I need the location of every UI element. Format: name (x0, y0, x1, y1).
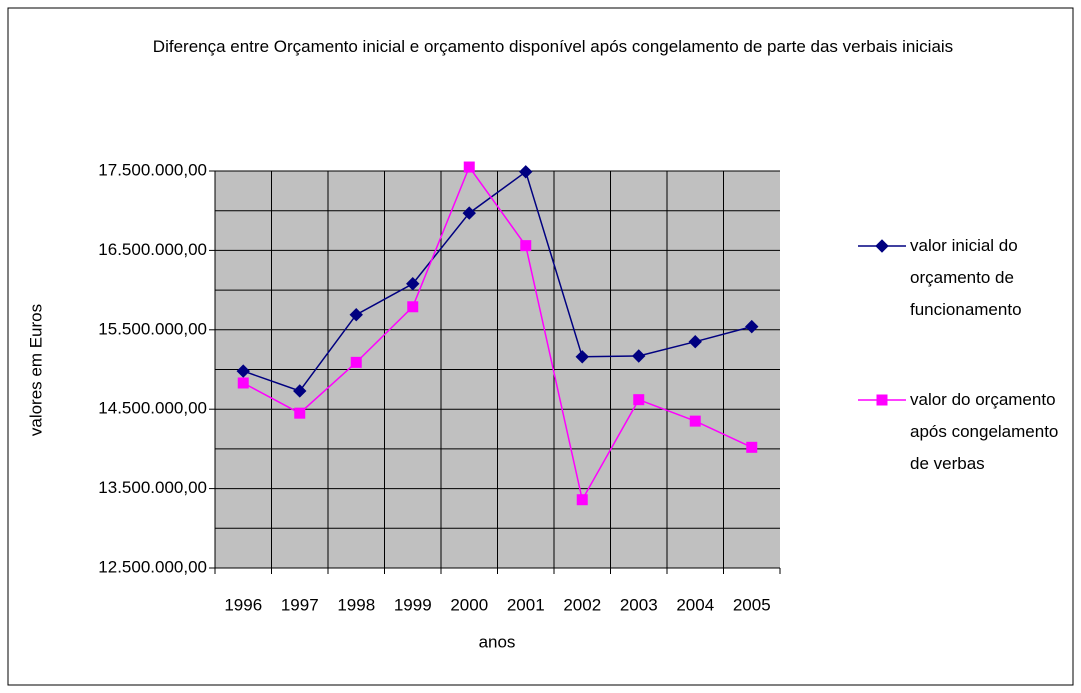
y-tick-label: 14.500.000,00 (98, 399, 207, 418)
data-point (633, 394, 645, 406)
data-point (236, 364, 250, 378)
x-axis-label: anos (479, 632, 516, 651)
data-point (688, 335, 702, 349)
x-tick-label: 1998 (337, 595, 375, 614)
x-tick-label: 1997 (281, 595, 319, 614)
data-point (293, 384, 307, 398)
data-point (575, 350, 589, 364)
data-point (745, 319, 759, 334)
y-tick-label: 17.500.000,00 (98, 160, 207, 179)
data-point (350, 356, 362, 368)
series-line (243, 170, 752, 392)
x-tick-label: 2003 (620, 595, 658, 614)
chart-title: Diferença entre Orçamento inicial e orça… (152, 37, 954, 56)
data-point (632, 349, 646, 363)
legend-entry: valor do orçamento após congelamento de … (910, 390, 1059, 473)
data-point (463, 161, 475, 173)
data-point (746, 441, 758, 453)
x-tick-label: 1999 (394, 595, 432, 614)
data-point (237, 377, 249, 389)
data-point (462, 206, 476, 220)
x-tick-label: 1996 (224, 595, 262, 614)
legend-marker (875, 239, 889, 253)
data-point (689, 415, 701, 427)
x-tick-label: 2002 (563, 595, 601, 614)
data-point (294, 407, 306, 419)
data-point (407, 301, 419, 313)
x-tick-label: 2001 (507, 595, 545, 614)
data-point (519, 165, 533, 179)
data-point (349, 308, 363, 322)
data-point (520, 240, 532, 252)
y-tick-label: 16.500.000,00 (98, 240, 207, 259)
data-point (406, 277, 420, 291)
legend-marker (876, 394, 888, 406)
x-tick-label: 2000 (450, 595, 488, 614)
data-point (576, 494, 588, 506)
y-tick-label: 12.500.000,00 (98, 557, 207, 576)
y-axis-label: valores em Euros (26, 304, 45, 436)
x-tick-label: 2005 (733, 595, 771, 614)
x-tick-label: 2004 (676, 595, 714, 614)
series-line (242, 165, 753, 502)
legend-entry: valor inicial do orçamento de funcioname… (910, 236, 1022, 319)
y-tick-label: 13.500.000,00 (98, 478, 207, 497)
y-tick-label: 15.500.000,00 (98, 319, 207, 338)
